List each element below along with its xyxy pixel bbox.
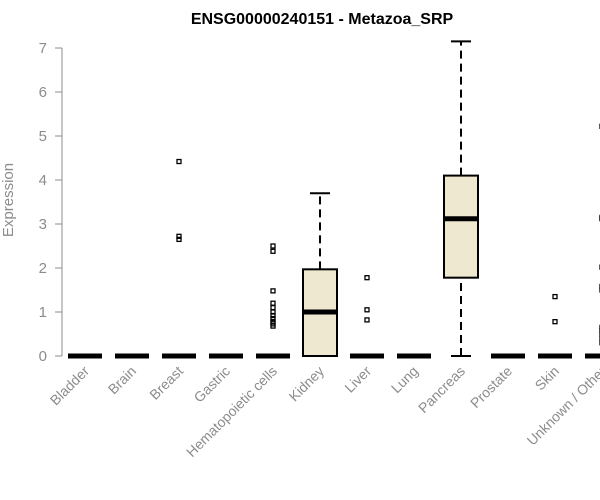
x-tick-label: Prostate: [467, 363, 515, 411]
x-tick-label: Lung: [388, 363, 421, 396]
box-breast: [162, 158, 196, 359]
box-pancreas: [443, 40, 479, 357]
x-tick-label: Liver: [341, 363, 374, 396]
outlier-point: [270, 315, 276, 322]
outlier-point: [364, 275, 370, 281]
y-axis: 0 1 2 3 4 5 6 7: [39, 40, 63, 365]
y-tick-label: 7: [39, 40, 47, 57]
outlier-point: [552, 293, 558, 300]
outlier-point: [270, 319, 276, 325]
y-tick-label: 0: [39, 348, 47, 365]
box-unknown-other: [585, 123, 600, 359]
outlier-point: [270, 243, 276, 249]
outlier-point: [176, 158, 182, 165]
y-tick-label: 5: [39, 128, 47, 145]
outlier-point: [270, 309, 276, 315]
x-tick-label: Unknown / Other: [524, 363, 600, 449]
y-tick-label: 1: [39, 304, 47, 321]
boxes-group: [68, 40, 600, 359]
x-tick-label: Gastric: [190, 363, 233, 406]
y-tick-label: 2: [39, 260, 47, 277]
x-tick-label: Pancreas: [415, 363, 468, 416]
outlier-point: [270, 300, 276, 306]
outlier-point: [270, 248, 276, 254]
outlier-point: [176, 233, 182, 239]
chart-title: ENSG00000240151 - Metazoa_SRP: [191, 11, 454, 28]
outlier-point: [176, 236, 182, 243]
outlier-point: [364, 307, 370, 313]
y-tick-label: 3: [39, 216, 47, 233]
box-skin: [538, 293, 572, 359]
x-tick-label: Brain: [105, 363, 139, 397]
x-tick-label: Hematopoietic cells: [183, 363, 280, 460]
y-tick-label: 4: [39, 172, 47, 189]
outlier-point: [270, 304, 276, 311]
x-tick-label: Kidney: [286, 363, 328, 405]
outlier-point: [270, 288, 276, 294]
outlier-point: [552, 319, 558, 325]
x-tick-label: Bladder: [47, 363, 93, 409]
box-kidney: [302, 192, 338, 358]
outlier-point: [364, 317, 370, 323]
box-liver: [350, 275, 384, 359]
x-tick-label: Breast: [146, 363, 186, 403]
y-tick-label: 6: [39, 84, 47, 101]
x-tick-label: Skin: [532, 363, 563, 394]
box-body: [443, 174, 479, 279]
box-hematopoietic-cells: [256, 243, 290, 359]
y-axis-label: Expression: [0, 163, 17, 237]
